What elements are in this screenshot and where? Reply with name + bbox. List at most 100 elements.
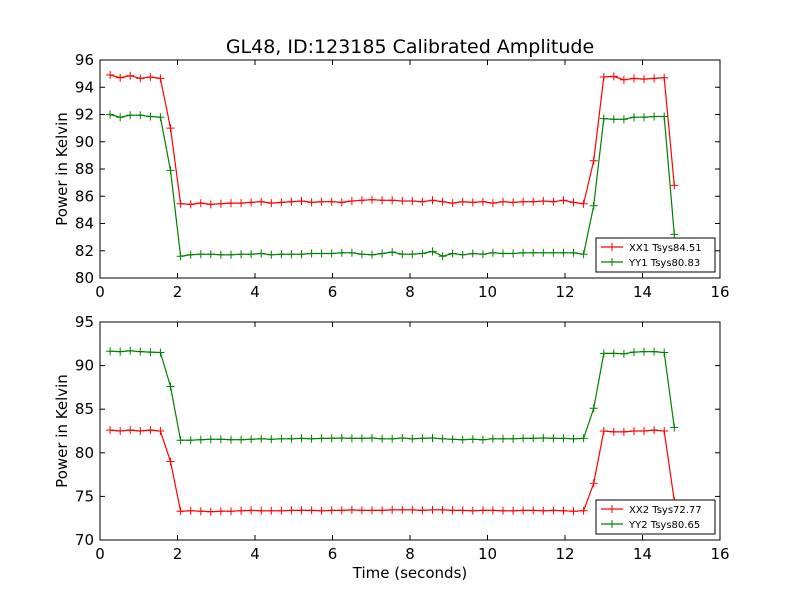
data-point bbox=[277, 434, 286, 443]
data-point bbox=[307, 506, 316, 515]
data-point bbox=[660, 427, 669, 435]
data-point bbox=[549, 248, 558, 257]
data-point bbox=[388, 196, 397, 205]
data-point bbox=[529, 248, 538, 257]
data-point bbox=[297, 506, 306, 515]
data-point bbox=[599, 73, 608, 81]
data-point bbox=[519, 197, 528, 206]
data-point bbox=[499, 434, 507, 443]
x-tick-label: 2 bbox=[173, 283, 183, 301]
legend-marker bbox=[608, 520, 616, 528]
data-point bbox=[509, 506, 518, 515]
data-point bbox=[166, 124, 175, 133]
data-point bbox=[166, 457, 175, 466]
data-point bbox=[307, 198, 316, 207]
data-point bbox=[529, 434, 538, 443]
data-point bbox=[630, 113, 638, 122]
data-point bbox=[609, 115, 618, 124]
data-point bbox=[388, 248, 397, 257]
data-point bbox=[448, 435, 457, 444]
x-tick-label: 16 bbox=[710, 283, 729, 301]
data-point bbox=[488, 248, 497, 257]
data-point bbox=[398, 250, 407, 259]
data-point bbox=[630, 427, 638, 435]
data-point bbox=[458, 250, 467, 259]
data-point bbox=[116, 427, 125, 435]
data-point bbox=[347, 434, 356, 443]
data-point bbox=[660, 348, 669, 357]
data-point bbox=[287, 197, 296, 206]
data-point bbox=[468, 198, 477, 207]
data-point bbox=[609, 427, 618, 436]
data-point bbox=[488, 506, 497, 515]
data-point bbox=[509, 249, 518, 258]
x-tick-label: 10 bbox=[478, 283, 497, 301]
data-point bbox=[247, 198, 256, 207]
data-point bbox=[388, 434, 397, 443]
data-point bbox=[398, 434, 407, 442]
data-point bbox=[579, 506, 588, 515]
data-point bbox=[216, 250, 225, 259]
data-point bbox=[347, 505, 356, 514]
data-point bbox=[378, 434, 387, 443]
y-tick-label: 85 bbox=[75, 400, 94, 418]
data-point bbox=[176, 199, 185, 208]
y-tick-label: 90 bbox=[75, 357, 94, 375]
data-point bbox=[569, 248, 578, 257]
data-point bbox=[468, 249, 477, 258]
data-point bbox=[136, 427, 145, 435]
data-point bbox=[257, 506, 266, 515]
data-point bbox=[539, 248, 548, 257]
data-point bbox=[237, 435, 246, 444]
data-point bbox=[357, 434, 366, 443]
data-point bbox=[398, 197, 407, 205]
x-tick-label: 4 bbox=[250, 545, 260, 563]
data-point bbox=[237, 250, 246, 259]
data-point bbox=[619, 427, 628, 436]
data-point bbox=[317, 506, 326, 515]
data-point bbox=[478, 197, 487, 206]
bottom-chart: 0 2 4 6 8 10 12 14 16 70 75 80 85 90 95 Power in Kelvin… bbox=[53, 313, 730, 582]
data-point bbox=[227, 250, 235, 259]
data-point bbox=[297, 197, 306, 205]
data-point bbox=[176, 436, 185, 445]
data-point bbox=[146, 348, 155, 357]
x-tick-label: 6 bbox=[328, 283, 338, 301]
y-tick-label: 96 bbox=[75, 51, 94, 69]
data-point bbox=[569, 434, 578, 443]
y-tick-label: 90 bbox=[75, 133, 94, 151]
legend-label: XX1 Tsys84.51 bbox=[629, 243, 702, 254]
x-tick-label: 2 bbox=[173, 545, 183, 563]
data-point bbox=[196, 435, 205, 444]
data-point bbox=[438, 434, 447, 443]
data-point bbox=[116, 113, 125, 122]
data-point bbox=[408, 250, 417, 259]
data-point bbox=[146, 112, 155, 121]
data-point bbox=[619, 75, 628, 84]
data-point bbox=[569, 507, 578, 516]
data-point bbox=[267, 250, 276, 259]
data-point bbox=[196, 199, 205, 208]
data-point bbox=[206, 435, 215, 444]
data-point bbox=[438, 252, 447, 261]
data-point bbox=[499, 506, 507, 515]
data-point bbox=[216, 435, 225, 444]
data-point bbox=[357, 196, 366, 205]
data-point bbox=[670, 181, 679, 190]
data-point bbox=[438, 505, 447, 514]
x-tick-label: 10 bbox=[478, 545, 497, 563]
data-point bbox=[287, 506, 296, 515]
legend-label: YY1 Tsys80.83 bbox=[628, 258, 700, 269]
data-point bbox=[589, 479, 598, 488]
data-point bbox=[247, 250, 256, 259]
data-point bbox=[478, 435, 487, 444]
data-point bbox=[519, 434, 528, 443]
data-point bbox=[408, 434, 417, 443]
legend-marker bbox=[608, 258, 616, 266]
x-tick-label: 0 bbox=[95, 283, 105, 301]
data-point bbox=[136, 111, 145, 120]
data-point bbox=[227, 507, 235, 516]
y-tick-label: 75 bbox=[75, 487, 94, 505]
data-point bbox=[317, 249, 326, 258]
